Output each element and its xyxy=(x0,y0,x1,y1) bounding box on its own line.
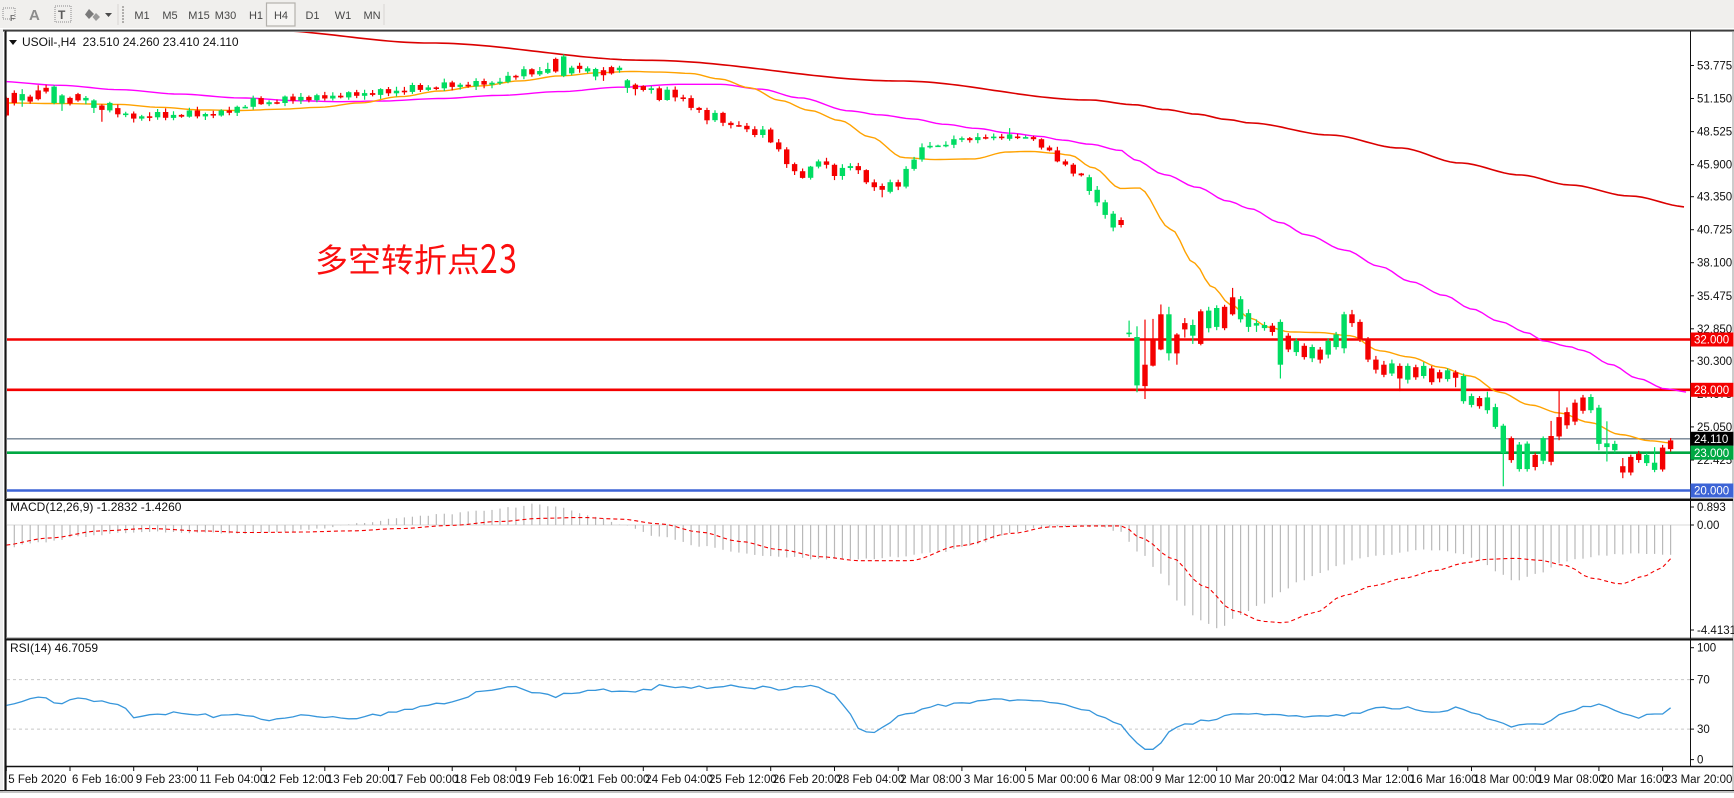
svg-text:100: 100 xyxy=(1697,643,1716,655)
svg-text:0: 0 xyxy=(1697,755,1703,767)
svg-text:5 Feb 2020: 5 Feb 2020 xyxy=(8,774,66,786)
svg-text:6 Mar 08:00: 6 Mar 08:00 xyxy=(1091,774,1152,786)
svg-text:M15: M15 xyxy=(188,10,209,22)
svg-text:35.475: 35.475 xyxy=(1697,291,1732,303)
svg-text:23.000: 23.000 xyxy=(1694,448,1729,460)
svg-text:19 Feb 16:00: 19 Feb 16:00 xyxy=(518,774,586,786)
svg-text:11 Feb 04:00: 11 Feb 04:00 xyxy=(199,774,266,786)
svg-text:M30: M30 xyxy=(215,10,236,22)
svg-text:21 Feb 00:00: 21 Feb 00:00 xyxy=(582,774,650,786)
svg-text:23 Mar 20:00: 23 Mar 20:00 xyxy=(1665,774,1733,786)
svg-text:43.350: 43.350 xyxy=(1697,192,1732,204)
svg-text:0.00: 0.00 xyxy=(1697,520,1719,532)
svg-text:12 Feb 12:00: 12 Feb 12:00 xyxy=(263,774,331,786)
svg-text:USOil-,H4 23.510 24.260 23.41: USOil-,H4 23.510 24.260 23.410 24.110 xyxy=(22,35,239,49)
svg-text:18 Mar 00:00: 18 Mar 00:00 xyxy=(1474,774,1542,786)
svg-text:25 Feb 12:00: 25 Feb 12:00 xyxy=(709,774,777,786)
svg-text:MN: MN xyxy=(363,10,380,22)
svg-text:3 Mar 16:00: 3 Mar 16:00 xyxy=(964,774,1025,786)
svg-text:53.775: 53.775 xyxy=(1697,61,1732,73)
svg-text:H4: H4 xyxy=(274,10,288,22)
svg-text:48.525: 48.525 xyxy=(1697,127,1732,139)
svg-text:F: F xyxy=(10,14,15,23)
svg-text:2 Mar 08:00: 2 Mar 08:00 xyxy=(900,774,961,786)
svg-text:17 Feb 00:00: 17 Feb 00:00 xyxy=(391,774,459,786)
svg-text:70: 70 xyxy=(1697,675,1710,687)
svg-text:30.300: 30.300 xyxy=(1697,356,1732,368)
svg-text:12 Mar 04:00: 12 Mar 04:00 xyxy=(1282,774,1350,786)
svg-text:20.000: 20.000 xyxy=(1694,486,1729,498)
svg-text:28 Feb 04:00: 28 Feb 04:00 xyxy=(837,774,905,786)
svg-text:A: A xyxy=(29,7,40,24)
svg-text:H1: H1 xyxy=(249,10,263,22)
svg-text:38.100: 38.100 xyxy=(1697,258,1732,270)
svg-text:19 Mar 08:00: 19 Mar 08:00 xyxy=(1537,774,1605,786)
svg-text:9 Mar 12:00: 9 Mar 12:00 xyxy=(1155,774,1216,786)
svg-text:10 Mar 20:00: 10 Mar 20:00 xyxy=(1219,774,1287,786)
svg-text:RSI(14) 46.7059: RSI(14) 46.7059 xyxy=(10,641,98,655)
svg-text:6 Feb 16:00: 6 Feb 16:00 xyxy=(72,774,133,786)
svg-text:T: T xyxy=(58,8,66,22)
svg-text:9 Feb 23:00: 9 Feb 23:00 xyxy=(136,774,197,786)
svg-text:40.725: 40.725 xyxy=(1697,225,1732,237)
svg-text:24 Feb 04:00: 24 Feb 04:00 xyxy=(645,774,713,786)
svg-text:5 Mar 00:00: 5 Mar 00:00 xyxy=(1028,774,1089,786)
svg-text:W1: W1 xyxy=(335,10,352,22)
svg-text:0.893: 0.893 xyxy=(1697,502,1726,514)
svg-text:-4.4131: -4.4131 xyxy=(1697,625,1734,637)
svg-text:32.000: 32.000 xyxy=(1694,335,1729,347)
svg-text:M5: M5 xyxy=(162,10,177,22)
svg-text:51.150: 51.150 xyxy=(1697,94,1732,106)
svg-text:20 Mar 16:00: 20 Mar 16:00 xyxy=(1601,774,1669,786)
svg-text:26 Feb 20:00: 26 Feb 20:00 xyxy=(773,774,841,786)
svg-text:45.900: 45.900 xyxy=(1697,160,1732,172)
svg-text:MACD(12,26,9) -1.2832 -1.4260: MACD(12,26,9) -1.2832 -1.4260 xyxy=(10,500,182,514)
svg-text:16 Mar 16:00: 16 Mar 16:00 xyxy=(1410,774,1478,786)
svg-text:13 Feb 20:00: 13 Feb 20:00 xyxy=(327,774,395,786)
svg-text:30: 30 xyxy=(1697,724,1710,736)
svg-text:13 Mar 12:00: 13 Mar 12:00 xyxy=(1346,774,1414,786)
svg-text:24.110: 24.110 xyxy=(1694,434,1728,446)
svg-text:28.000: 28.000 xyxy=(1694,385,1729,397)
svg-text:18 Feb 08:00: 18 Feb 08:00 xyxy=(454,774,522,786)
svg-text:M1: M1 xyxy=(134,10,149,22)
svg-text:25.050: 25.050 xyxy=(1697,422,1732,434)
svg-text:D1: D1 xyxy=(305,10,319,22)
